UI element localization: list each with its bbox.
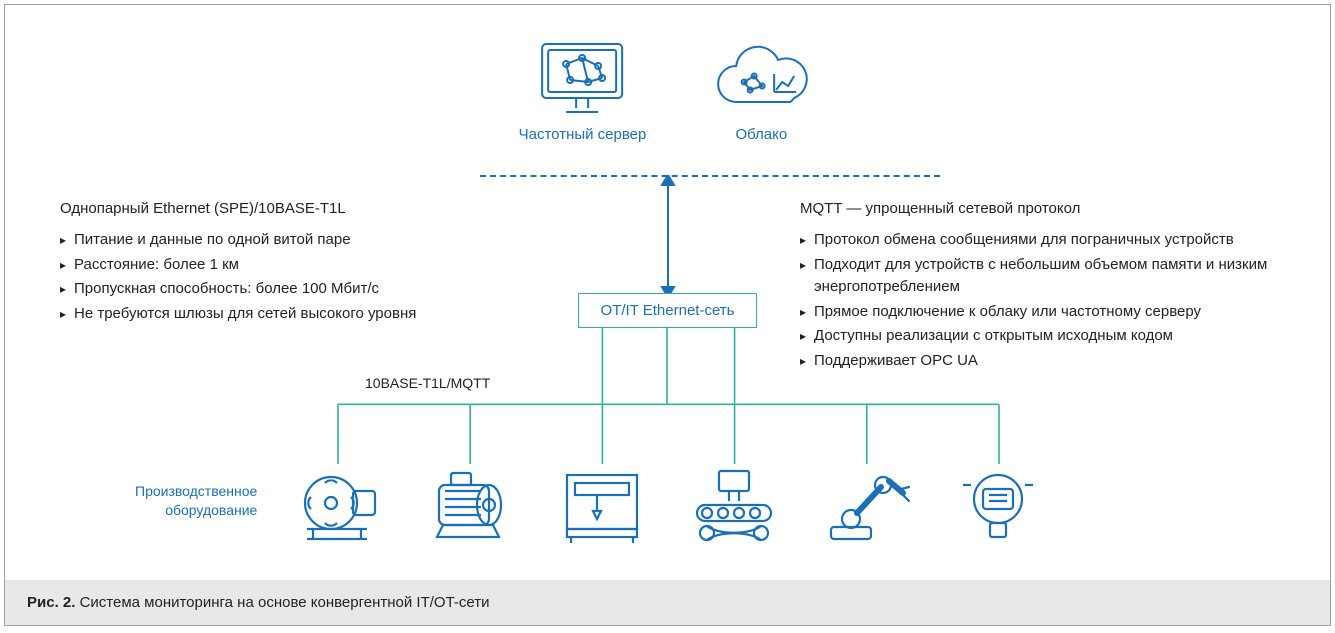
mqtt-item: Протокол обмена сообщениями для погранич… — [800, 229, 1275, 252]
spe-list: Питание и данные по одной витой паре Рас… — [60, 229, 440, 325]
server-icon-block: Частотный сервер — [519, 40, 647, 143]
monitor-icon — [537, 40, 629, 118]
equipment-motor-icon — [425, 465, 515, 550]
figure-caption: Рис. 2. Система мониторинга на основе ко… — [5, 580, 1330, 625]
mqtt-title: MQTT — упрощенный сетевой протокол — [800, 200, 1275, 217]
equipment-sensor-icon — [953, 465, 1043, 550]
equipment-label-line1: Производственное — [135, 483, 257, 499]
caption-prefix: Рис. 2. — [27, 594, 75, 611]
cloud-icon — [706, 40, 816, 118]
spe-item: Расстояние: более 1 км — [60, 254, 440, 277]
figure-frame: Частотный сервер Облако — [4, 4, 1331, 626]
spe-item: Пропускная способность: более 100 Мбит/с — [60, 278, 440, 301]
backbone-arrow — [658, 175, 678, 297]
equipment-cnc-icon — [557, 465, 647, 550]
caption-text: Система мониторинга на основе конвергент… — [75, 594, 489, 611]
equipment-label-line2: оборудование — [165, 502, 257, 518]
top-icon-row: Частотный сервер Облако — [519, 40, 817, 143]
server-label: Частотный сервер — [519, 126, 647, 143]
mqtt-item: Прямое подключение к облаку или частотно… — [800, 301, 1275, 324]
equipment-conveyor-icon — [689, 465, 779, 550]
equipment-row — [293, 465, 1043, 550]
bus-protocol-label: 10BASE-T1L/MQTT — [365, 375, 490, 391]
mqtt-info-block: MQTT — упрощенный сетевой протокол Прото… — [800, 200, 1275, 374]
mqtt-list: Протокол обмена сообщениями для погранич… — [800, 229, 1275, 372]
equipment-label: Производственное оборудование — [135, 482, 257, 520]
spe-item: Питание и данные по одной витой паре — [60, 229, 440, 252]
mqtt-item: Доступны реализации с открытым исходным … — [800, 325, 1275, 348]
diagram-canvas: Частотный сервер Облако — [5, 5, 1330, 580]
spe-title: Однопарный Ethernet (SPE)/10BASE-T1L — [60, 200, 440, 217]
cloud-label: Облако — [735, 126, 787, 143]
equipment-turbine-icon — [293, 465, 383, 550]
mqtt-item: Подходит для устройств с небольшим объем… — [800, 254, 1275, 299]
spe-info-block: Однопарный Ethernet (SPE)/10BASE-T1L Пит… — [60, 200, 440, 327]
cloud-icon-block: Облако — [706, 40, 816, 143]
cloud-divider — [480, 175, 940, 177]
spe-item: Не требуются шлюзы для сетей высокого ур… — [60, 303, 440, 326]
mqtt-item: Поддерживает OPC UA — [800, 350, 1275, 373]
ethernet-box: OT/IT Ethernet-сеть — [578, 293, 758, 328]
equipment-robot-icon — [821, 465, 911, 550]
